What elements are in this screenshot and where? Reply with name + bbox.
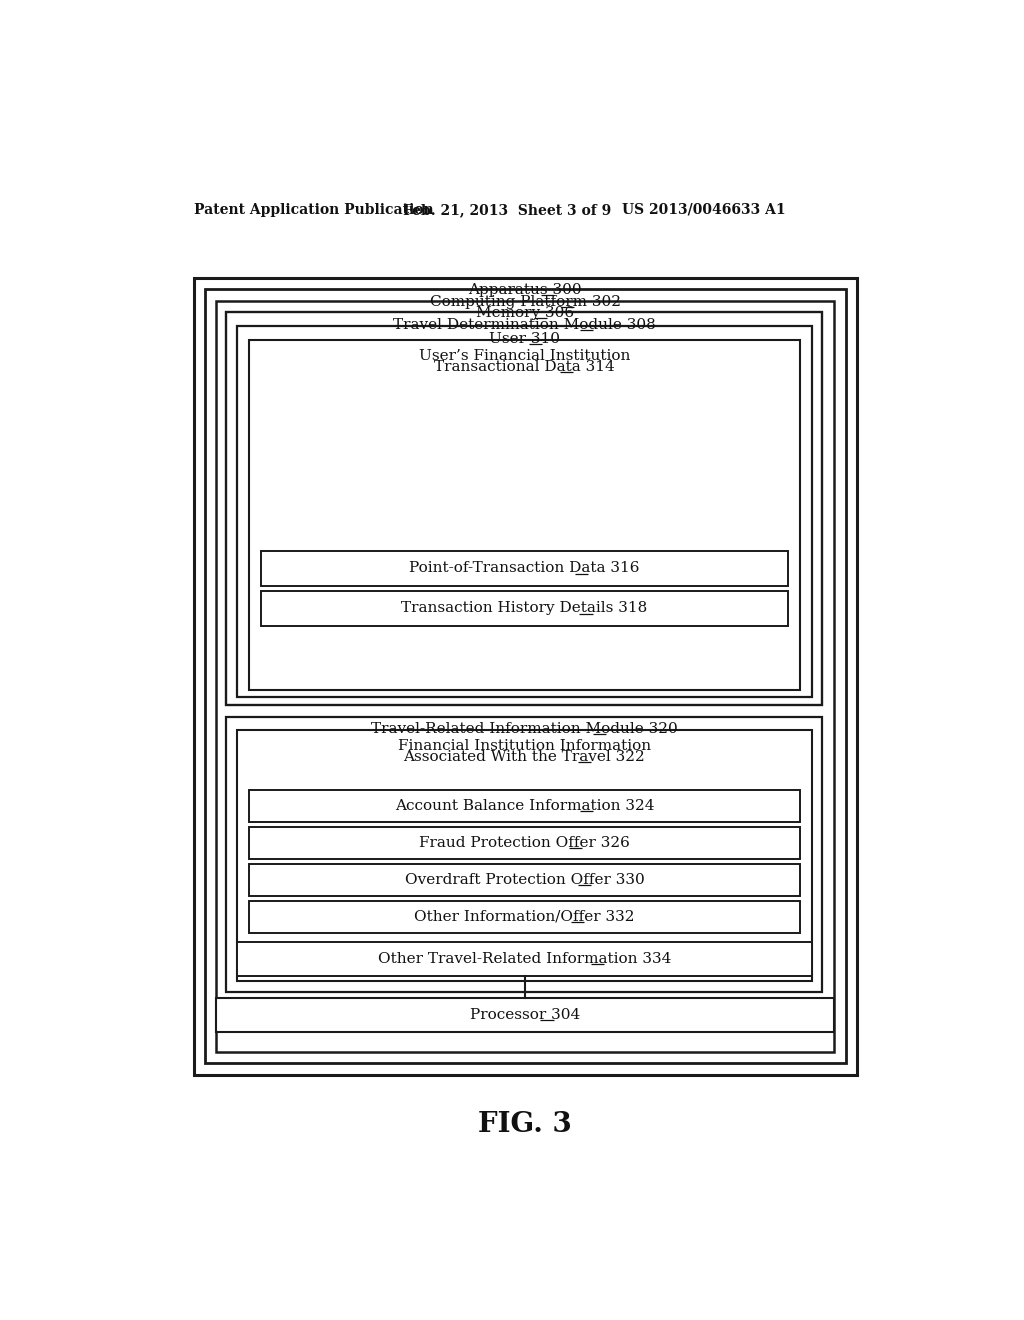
Bar <box>205 289 846 1063</box>
Bar <box>249 826 800 859</box>
Bar <box>238 942 812 977</box>
Bar <box>260 591 787 626</box>
Text: Travel Determination Module 308: Travel Determination Module 308 <box>393 318 655 331</box>
Bar <box>226 313 822 705</box>
Bar <box>238 326 812 697</box>
Bar <box>216 998 834 1032</box>
Text: Processor 304: Processor 304 <box>470 1008 580 1022</box>
Text: Other Information/Offer 332: Other Information/Offer 332 <box>414 909 635 924</box>
Text: Travel-Related Information Module 320: Travel-Related Information Module 320 <box>371 722 678 737</box>
Text: Overdraft Protection Offer 330: Overdraft Protection Offer 330 <box>404 873 644 887</box>
Bar <box>249 863 800 896</box>
Text: Account Balance Information 324: Account Balance Information 324 <box>394 799 654 813</box>
Text: Financial Institution Information: Financial Institution Information <box>398 739 651 752</box>
Bar <box>238 730 812 981</box>
Text: Transaction History Details 318: Transaction History Details 318 <box>401 602 647 615</box>
Text: Computing Platform 302: Computing Platform 302 <box>430 294 621 309</box>
Bar <box>216 301 834 1052</box>
Text: US 2013/0046633 A1: US 2013/0046633 A1 <box>623 203 786 216</box>
Bar <box>249 900 800 933</box>
Text: FIG. 3: FIG. 3 <box>478 1111 571 1138</box>
Text: Transactional Data 314: Transactional Data 314 <box>434 360 614 374</box>
Text: Apparatus 300: Apparatus 300 <box>468 282 582 297</box>
Text: Fraud Protection Offer 326: Fraud Protection Offer 326 <box>419 836 630 850</box>
Text: Patent Application Publication: Patent Application Publication <box>194 203 433 216</box>
Text: User 310: User 310 <box>488 331 560 346</box>
Text: User’s Financial Institution: User’s Financial Institution <box>419 350 630 363</box>
Bar <box>249 341 800 689</box>
Bar <box>260 552 787 586</box>
Bar <box>249 789 800 822</box>
Text: Other Travel-Related Information 334: Other Travel-Related Information 334 <box>378 952 671 966</box>
Text: Point-of-Transaction Data 316: Point-of-Transaction Data 316 <box>409 561 639 576</box>
Text: Memory 306: Memory 306 <box>476 306 573 321</box>
Bar <box>226 717 822 993</box>
Text: Feb. 21, 2013  Sheet 3 of 9: Feb. 21, 2013 Sheet 3 of 9 <box>403 203 611 216</box>
Text: Associated With the Travel 322: Associated With the Travel 322 <box>403 750 645 764</box>
Bar <box>194 277 856 1074</box>
